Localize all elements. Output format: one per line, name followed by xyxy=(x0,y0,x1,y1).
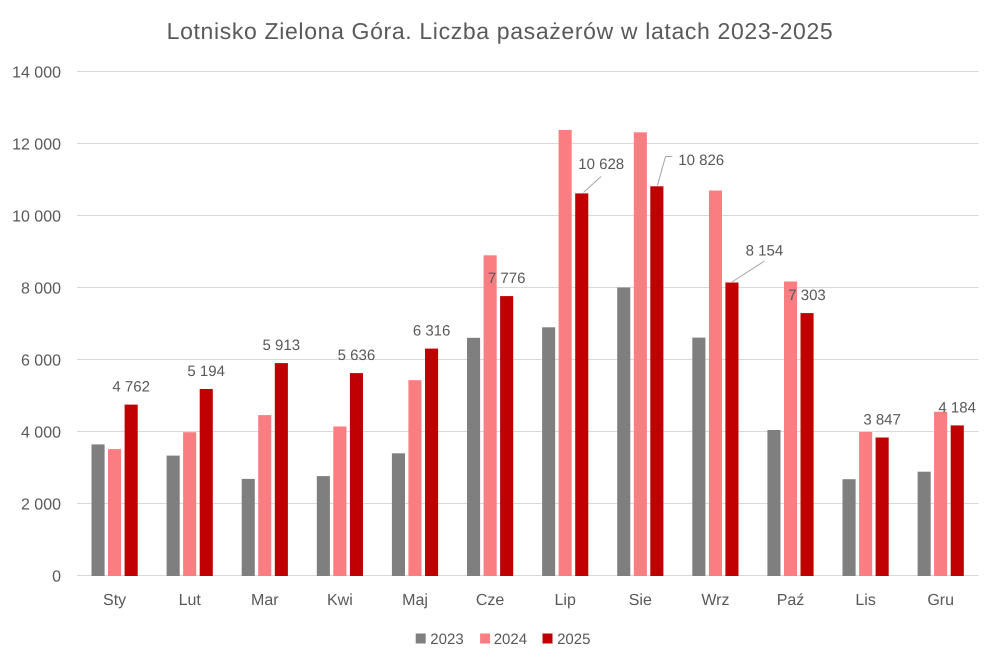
svg-text:8 000: 8 000 xyxy=(21,281,61,298)
svg-text:0: 0 xyxy=(52,569,61,586)
svg-text:Sie: Sie xyxy=(629,592,652,609)
svg-text:14 000: 14 000 xyxy=(12,65,61,82)
svg-text:4 184: 4 184 xyxy=(938,399,976,416)
svg-text:6 000: 6 000 xyxy=(21,353,61,370)
svg-text:10 628: 10 628 xyxy=(578,156,624,173)
svg-text:5 194: 5 194 xyxy=(187,363,225,380)
svg-text:Lis: Lis xyxy=(855,592,875,609)
svg-text:Gru: Gru xyxy=(927,592,954,609)
svg-text:7 776: 7 776 xyxy=(488,270,526,287)
svg-text:10 826: 10 826 xyxy=(678,152,724,169)
svg-text:Lotnisko Zielona Góra. Liczba: Lotnisko Zielona Góra. Liczba pasażerów … xyxy=(167,18,834,44)
svg-text:2023: 2023 xyxy=(430,631,463,648)
svg-text:Sty: Sty xyxy=(103,592,126,609)
svg-text:Cze: Cze xyxy=(476,592,505,609)
svg-text:Kwi: Kwi xyxy=(327,592,353,609)
svg-text:12 000: 12 000 xyxy=(12,137,61,154)
svg-text:10 000: 10 000 xyxy=(12,209,61,226)
svg-text:7 303: 7 303 xyxy=(788,287,826,304)
svg-text:4 000: 4 000 xyxy=(21,425,61,442)
svg-text:Maj: Maj xyxy=(402,592,428,609)
svg-text:4 762: 4 762 xyxy=(112,379,150,396)
svg-text:3 847: 3 847 xyxy=(863,412,901,429)
svg-text:2024: 2024 xyxy=(494,631,527,648)
svg-text:Mar: Mar xyxy=(251,592,279,609)
svg-text:Lip: Lip xyxy=(555,592,576,609)
svg-text:Lut: Lut xyxy=(179,592,202,609)
svg-text:8 154: 8 154 xyxy=(746,243,784,260)
svg-text:Paź: Paź xyxy=(777,592,805,609)
svg-text:5 913: 5 913 xyxy=(263,337,301,354)
svg-text:6 316: 6 316 xyxy=(413,323,451,340)
svg-text:5 636: 5 636 xyxy=(338,347,376,364)
svg-text:Wrz: Wrz xyxy=(701,592,729,609)
svg-text:2025: 2025 xyxy=(557,631,590,648)
svg-text:2 000: 2 000 xyxy=(21,497,61,514)
